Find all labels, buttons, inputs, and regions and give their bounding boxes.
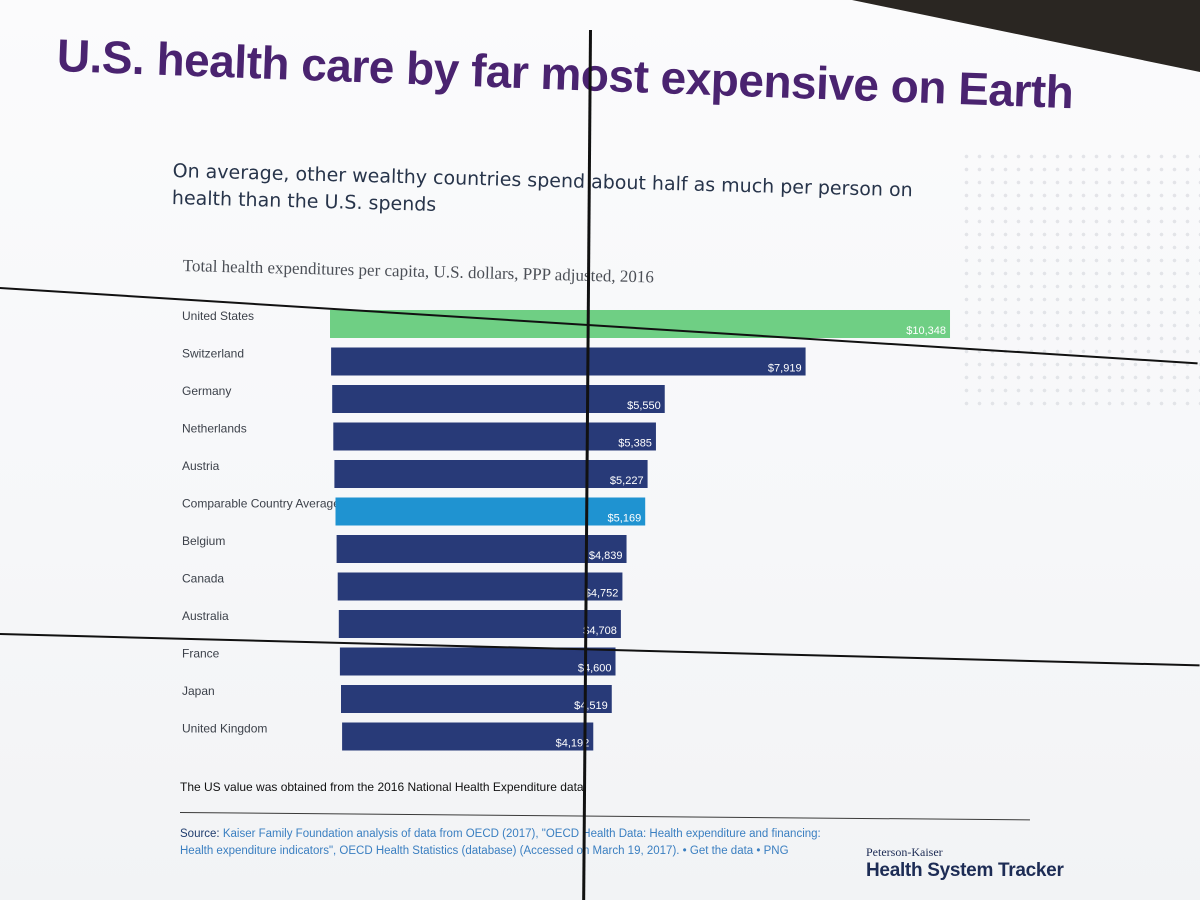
source-label: Source: — [180, 828, 223, 840]
category-label: Germany — [182, 384, 231, 398]
category-label: Australia — [182, 609, 229, 623]
bar-value-label: $4,839 — [589, 550, 623, 562]
bar-value-label: $4,600 — [578, 663, 612, 675]
category-label: France — [182, 647, 220, 661]
category-label: Belgium — [182, 534, 225, 548]
bar-value-label: $5,385 — [618, 438, 652, 450]
bar-row-australia: Australia $4,708 — [182, 609, 621, 638]
bar-value-label: $5,550 — [627, 400, 661, 412]
source-citation: Source: Kaiser Family Foundation analysi… — [180, 826, 830, 860]
bar-row-austria: Austria $5,227 — [182, 459, 648, 488]
dot-pattern — [960, 150, 1200, 410]
bar-row-netherlands: Netherlands $5,385 — [182, 422, 656, 451]
bar-value-label: $7,919 — [768, 363, 802, 375]
bar-row-comparable-country-average: Comparable Country Average $5,169 — [182, 497, 646, 526]
bar-value-label: $4,752 — [585, 588, 619, 600]
bar-value-label: $10,348 — [906, 325, 946, 337]
category-label: Japan — [182, 684, 215, 698]
bar-canada — [337, 572, 623, 601]
bar-value-label: $5,227 — [610, 475, 644, 487]
category-label: Comparable Country Average — [182, 497, 340, 511]
category-label: United Kingdom — [182, 722, 267, 736]
bar-row-switzerland: Switzerland $7,919 — [182, 347, 806, 376]
bar-row-germany: Germany $5,550 — [182, 384, 665, 413]
bar-germany — [332, 385, 665, 413]
tracker-logo: Peterson-Kaiser Health System Tracker — [866, 845, 1064, 882]
category-label: Switzerland — [182, 347, 244, 361]
bar-netherlands — [333, 422, 656, 451]
category-label: United States — [182, 309, 254, 323]
bar-austria — [334, 460, 648, 488]
category-label: Canada — [182, 572, 224, 586]
bar-france — [339, 647, 616, 676]
bar-value-label: $4,708 — [583, 625, 617, 637]
logo-main-text: Health System Tracker — [866, 860, 1064, 881]
bar-japan — [341, 685, 612, 713]
logo-top-text: Peterson-Kaiser — [866, 845, 943, 859]
bar-row-france: France $4,600 — [182, 647, 616, 676]
bar-australia — [338, 610, 621, 638]
category-label: Austria — [182, 459, 220, 473]
bar-value-label: $4,192 — [556, 738, 590, 750]
bar-row-belgium: Belgium $4,839 — [182, 534, 627, 563]
bar-belgium — [336, 535, 627, 563]
bar-comparable-country-average — [335, 497, 646, 526]
chart-note: The US value was obtained from the 2016 … — [180, 780, 584, 794]
bar-row-canada: Canada $4,752 — [182, 572, 623, 601]
bar-row-united-kingdom: United Kingdom $4,192 — [182, 722, 594, 751]
source-link[interactable]: Kaiser Family Foundation analysis of dat… — [180, 828, 821, 857]
bar-united-kingdom — [342, 722, 594, 751]
category-label: Netherlands — [182, 422, 247, 436]
bar-value-label: $4,519 — [574, 700, 608, 712]
bar-switzerland — [331, 347, 806, 376]
bar-value-label: $5,169 — [608, 513, 642, 525]
bar-row-japan: Japan $4,519 — [182, 684, 612, 713]
